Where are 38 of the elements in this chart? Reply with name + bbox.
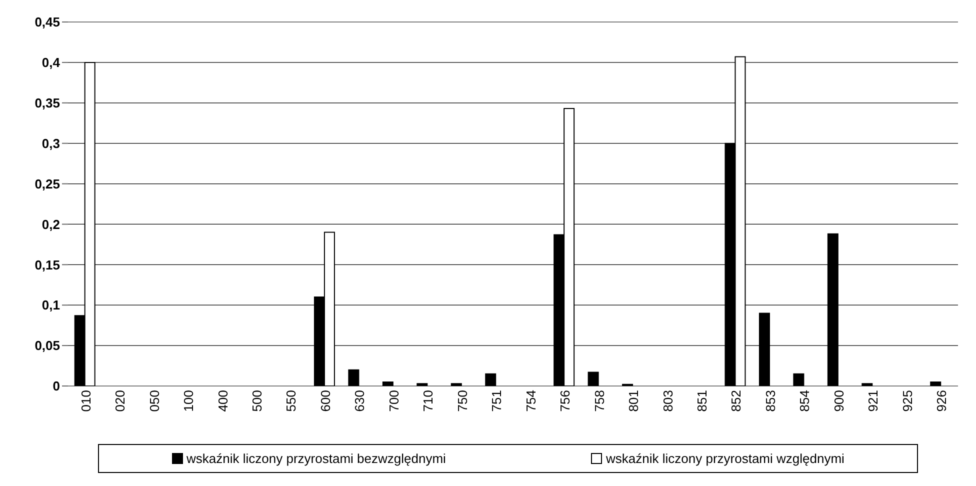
y-tick-label: 0,45 <box>34 14 60 30</box>
legend-label: wskaźnik liczony przyrostami bezwzględnymi <box>186 451 446 466</box>
x-tick-label: 630 <box>352 390 368 412</box>
x-tick-label: 900 <box>831 390 846 412</box>
x-tick-label: 803 <box>660 390 676 412</box>
x-tick-label: 400 <box>215 390 230 412</box>
x-tick-label: 756 <box>558 390 573 412</box>
x-tick-label: 750 <box>454 390 470 412</box>
x-tick-label: 851 <box>694 390 710 412</box>
x-tick-label: 020 <box>112 390 128 412</box>
x-tick-label: 926 <box>934 390 950 412</box>
x-tick-label: 854 <box>797 390 812 412</box>
y-tick-label: 0 <box>52 378 60 394</box>
y-tick-label: 0,35 <box>34 96 60 111</box>
x-tick-label: 801 <box>626 390 642 412</box>
x-tick-label: 754 <box>523 390 538 412</box>
y-tick-label: 0,25 <box>34 176 60 192</box>
legend-label: wskaźnik liczony przyrostami względnymi <box>605 451 844 466</box>
x-tick-label: 050 <box>146 390 162 412</box>
x-tick-label: 758 <box>592 390 607 412</box>
y-tick-label: 0,4 <box>42 55 61 70</box>
x-tick-label: 853 <box>762 390 778 412</box>
y-tick-label: 0,1 <box>42 298 60 313</box>
y-tick-label: 0,15 <box>34 257 60 272</box>
y-tick-label: 0,05 <box>34 338 60 354</box>
x-tick-label: 010 <box>78 390 94 412</box>
x-tick-label: 751 <box>489 390 504 412</box>
x-tick-label: 700 <box>386 390 402 412</box>
x-tick-label: 500 <box>250 390 264 412</box>
x-tick-label: 852 <box>728 390 744 412</box>
y-tick-label: 0,2 <box>42 216 60 232</box>
y-tick-label: 0,3 <box>42 136 60 151</box>
x-tick-label: 921 <box>866 390 881 412</box>
x-tick-label: 100 <box>181 390 196 412</box>
x-tick-label: 925 <box>900 390 915 412</box>
x-tick-label: 600 <box>318 390 333 412</box>
x-tick-label: 550 <box>284 390 299 412</box>
x-tick-label: 710 <box>420 390 436 412</box>
